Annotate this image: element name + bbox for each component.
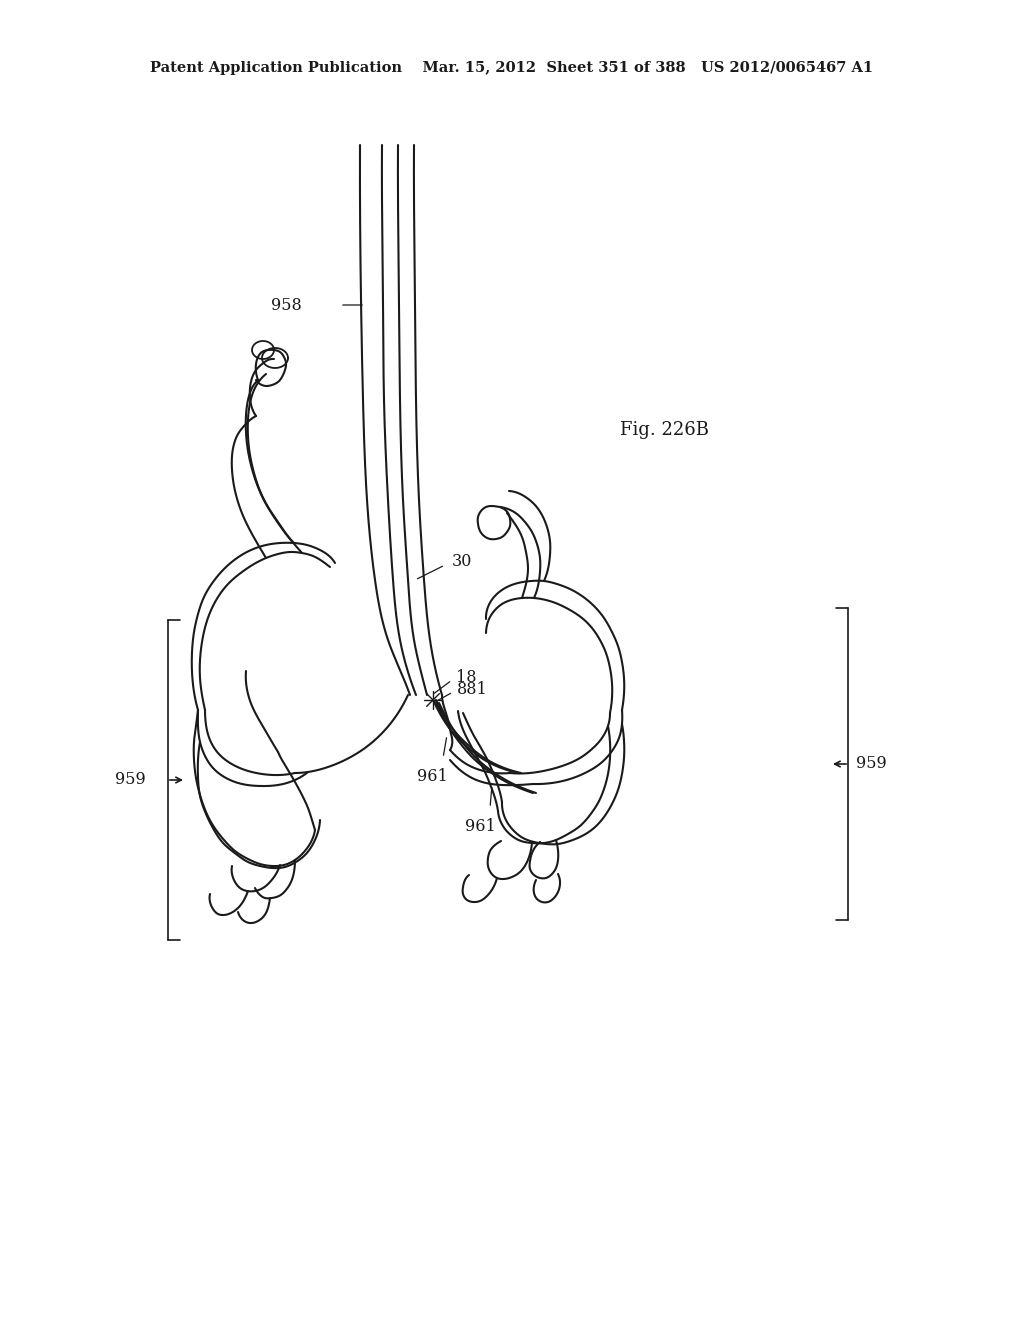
Text: 959: 959 [116, 771, 146, 788]
Text: 959: 959 [856, 755, 887, 772]
Text: Fig. 226B: Fig. 226B [620, 421, 709, 440]
Text: 961: 961 [417, 768, 447, 785]
Text: 18: 18 [456, 668, 476, 685]
Text: Patent Application Publication    Mar. 15, 2012  Sheet 351 of 388   US 2012/0065: Patent Application Publication Mar. 15, … [151, 61, 873, 75]
Text: 958: 958 [271, 297, 302, 314]
Text: 881: 881 [457, 681, 487, 698]
Text: 961: 961 [465, 818, 496, 836]
Text: 30: 30 [452, 553, 472, 570]
